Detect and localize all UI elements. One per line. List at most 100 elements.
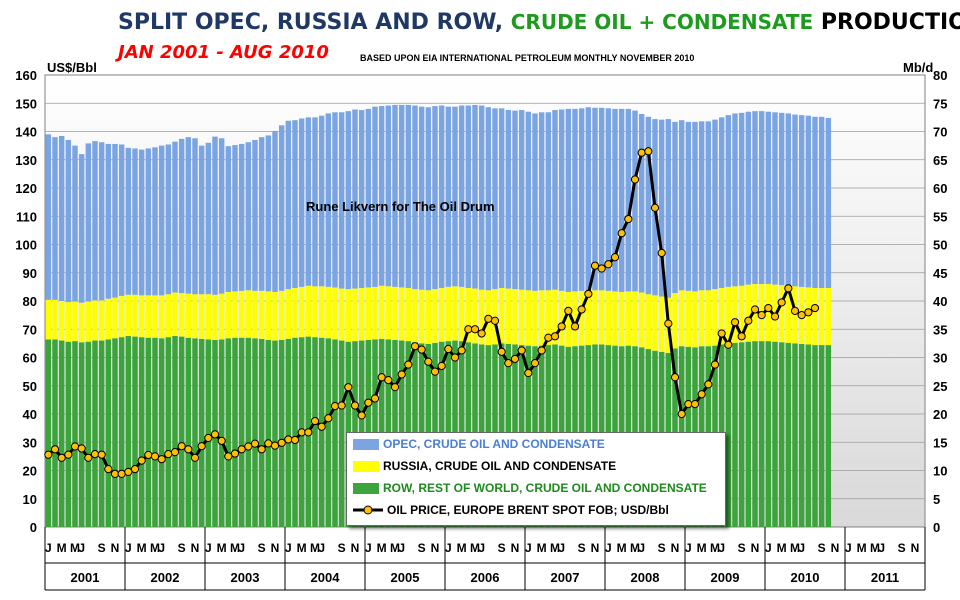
month-tick-label: J <box>365 541 372 555</box>
price-point <box>317 422 326 431</box>
price-point <box>644 147 653 156</box>
left-tick-label: 80 <box>23 294 37 309</box>
russia-bar <box>78 302 85 343</box>
opec-bar <box>492 108 498 290</box>
opec-bar <box>825 117 832 289</box>
month-tick-label: J <box>445 541 452 555</box>
month-tick-label: M <box>150 541 160 555</box>
russia-bar <box>285 289 292 339</box>
price-point <box>617 229 626 238</box>
price-point <box>697 390 706 399</box>
opec-bar <box>792 114 798 287</box>
opec-bar <box>472 104 478 289</box>
row-bar <box>185 337 192 527</box>
russia-bar <box>745 284 752 342</box>
source-note: BASED UPON EIA INTERNATIONAL PETROLEUM M… <box>360 53 695 63</box>
opec-bar <box>812 116 818 289</box>
russia-bar <box>538 290 545 346</box>
month-tick-label: J <box>798 541 805 555</box>
row-bar <box>145 337 152 527</box>
left-tick-label: 10 <box>23 492 37 507</box>
row-bar <box>125 336 132 527</box>
price-point <box>764 303 773 313</box>
russia-bar <box>138 295 145 338</box>
price-point <box>117 469 126 478</box>
right-tick-label: 60 <box>933 181 947 196</box>
month-tick-label: J <box>125 541 132 555</box>
opec-bar <box>465 105 472 289</box>
opec-bar <box>98 142 105 301</box>
opec-bar <box>598 107 605 291</box>
opec-bar <box>725 115 732 287</box>
row-bar <box>52 339 58 527</box>
right-tick-label: 25 <box>933 379 947 394</box>
russia-bar <box>705 290 712 347</box>
row-bar <box>272 340 278 527</box>
russia-bar <box>532 290 538 347</box>
row-bar <box>812 345 818 527</box>
price-point <box>90 450 100 459</box>
russia-bar <box>432 289 438 343</box>
russia-bar <box>125 294 132 337</box>
year-label: 2005 <box>391 570 420 585</box>
price-point <box>490 316 500 325</box>
price-point <box>470 325 480 334</box>
opec-bar <box>172 141 178 293</box>
right-tick-label: 20 <box>933 407 947 422</box>
opec-bar <box>332 112 338 288</box>
opec-bar <box>292 120 298 289</box>
opec-bar <box>272 130 278 292</box>
month-tick-label: S <box>418 541 426 555</box>
month-tick-label: N <box>671 541 680 555</box>
opec-bar <box>132 148 138 295</box>
opec-bar <box>365 108 372 288</box>
month-tick-label: M <box>630 541 640 555</box>
right-tick-label: 50 <box>933 238 947 253</box>
left-tick-label: 50 <box>23 379 37 394</box>
month-tick-label: J <box>558 541 565 555</box>
opec-bar <box>265 135 272 292</box>
opec-bar <box>352 109 358 289</box>
year-label: 2008 <box>631 570 660 585</box>
opec-bar <box>318 115 325 287</box>
row-bar <box>205 339 212 527</box>
russia-bar <box>812 288 818 346</box>
month-tick-label: M <box>550 541 560 555</box>
month-tick-label: J <box>765 541 772 555</box>
russia-bar <box>545 290 552 346</box>
legend-item-opec: OPEC, CRUDE OIL AND CONDENSATE <box>353 435 605 453</box>
opec-bar <box>665 119 672 298</box>
price-point <box>144 450 153 460</box>
price-point <box>444 344 453 354</box>
russia-bar <box>672 293 678 349</box>
price-point <box>410 342 420 351</box>
row-bar <box>332 339 338 527</box>
row-bar <box>318 337 325 527</box>
price-point <box>457 346 466 355</box>
opec-bar <box>432 106 438 290</box>
month-tick-label: J <box>605 541 612 555</box>
month-tick-label: M <box>857 541 867 555</box>
row-bar <box>725 343 732 527</box>
month-tick-label: M <box>137 541 147 555</box>
russia-bar <box>778 285 785 343</box>
row-bar <box>825 345 832 527</box>
russia-bar <box>292 288 298 338</box>
russia-bar <box>345 289 352 342</box>
russia-bar <box>685 290 692 347</box>
price-point <box>377 373 386 382</box>
chart-title: SPLIT OPEC, RUSSIA AND ROW, CRUDE OIL + … <box>118 10 960 35</box>
price-point <box>130 464 140 474</box>
year-label: 2007 <box>551 570 580 585</box>
russia-bar <box>298 286 305 338</box>
right-tick-label: 10 <box>933 464 947 479</box>
opec-bar <box>772 112 778 285</box>
row-bar <box>745 341 752 527</box>
price-point <box>637 148 646 157</box>
month-tick-label: J <box>238 541 245 555</box>
price-point <box>397 370 406 379</box>
russia-bar <box>638 292 645 348</box>
price-point <box>417 345 426 354</box>
russia-bar <box>618 291 625 347</box>
price-point <box>424 357 433 366</box>
